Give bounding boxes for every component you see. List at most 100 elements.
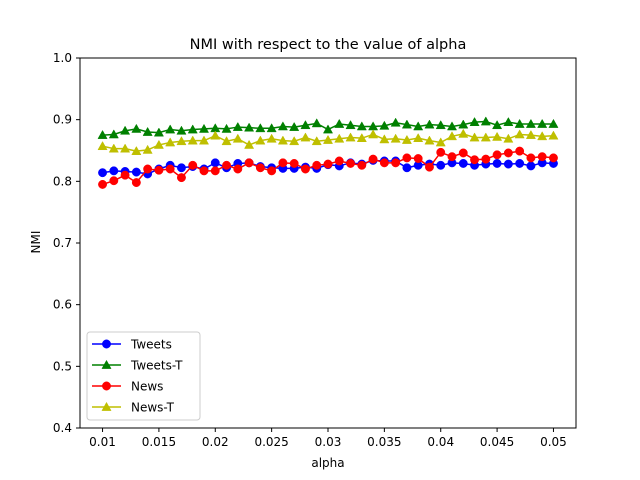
legend-box	[86, 331, 201, 421]
data-point-tweets-t	[458, 119, 469, 129]
data-point-tweets	[131, 167, 141, 177]
x-tick-label: 0.025	[254, 435, 288, 449]
y-tick-label: 0.6	[53, 298, 72, 312]
data-point-news	[492, 150, 502, 160]
data-point-news-t	[311, 136, 322, 146]
data-point-news-t	[131, 146, 142, 155]
data-point-news	[267, 166, 277, 176]
data-point-news-t	[368, 129, 379, 139]
data-point-tweets-t	[413, 121, 424, 131]
y-tick-label: 0.7	[53, 236, 72, 250]
data-point-tweets-t	[356, 121, 367, 131]
data-point-tweets-t	[120, 125, 131, 135]
data-point-tweets	[109, 166, 119, 176]
data-point-news-t	[492, 131, 503, 141]
data-point-news	[312, 160, 322, 170]
data-point-news-t	[322, 134, 334, 144]
x-tick-label: 0.035	[367, 435, 401, 449]
data-point-news-t	[198, 135, 210, 145]
data-point-news	[210, 166, 220, 176]
data-point-news-t	[435, 137, 446, 147]
data-point-news-t	[334, 133, 345, 143]
data-point-tweets-t	[537, 118, 548, 128]
legend-marker-news-t	[101, 401, 112, 411]
x-tick-label: 0.01	[89, 435, 116, 449]
data-point-tweets	[402, 163, 412, 173]
data-point-news	[143, 164, 153, 174]
legend-label-news: News	[131, 380, 163, 394]
data-point-news	[357, 160, 367, 170]
data-point-tweets-t	[379, 120, 390, 130]
y-tick-label: 0.9	[53, 113, 72, 127]
data-point-news	[255, 163, 265, 173]
data-point-tweets-t	[446, 121, 458, 131]
data-point-news	[537, 152, 547, 162]
data-point-news	[120, 170, 130, 180]
data-point-news-t	[480, 132, 491, 142]
data-point-news	[402, 153, 412, 163]
data-point-news	[425, 162, 434, 172]
legend-label-news-t: News-T	[131, 401, 175, 415]
data-point-tweets-t	[435, 120, 446, 130]
data-point-tweets-t	[390, 117, 401, 127]
data-point-tweets	[503, 159, 513, 169]
legend-marker-tweets	[102, 339, 111, 349]
data-point-news-t	[548, 130, 559, 140]
data-point-news-t	[210, 130, 221, 140]
x-tick-label: 0.02	[202, 435, 229, 449]
data-point-news-t	[525, 129, 536, 139]
data-point-news	[503, 148, 513, 158]
data-point-news-t	[390, 133, 401, 143]
data-point-news-t	[153, 139, 164, 149]
data-point-news	[549, 153, 558, 163]
data-point-tweets	[526, 161, 536, 171]
data-point-news	[188, 160, 198, 170]
data-point-tweets	[98, 168, 107, 178]
series-news-t	[97, 128, 559, 155]
y-tick-label: 1.0	[53, 51, 72, 65]
legend: Tweets Tweets-T News News-T	[86, 331, 201, 421]
data-point-news	[233, 164, 243, 174]
data-point-tweets-t	[289, 121, 300, 131]
x-tick-label: 0.05	[540, 435, 567, 449]
data-point-tweets-t	[221, 123, 232, 133]
plot-area: 0.01 0.015 0.02 0.025 0.03 0.035 0.04 0.045 0.05…	[53, 51, 577, 449]
data-point-tweets-t	[300, 120, 311, 130]
data-point-news-t	[187, 135, 198, 145]
data-point-news	[244, 158, 254, 168]
legend-label-tweets-t: Tweets-T	[130, 359, 183, 373]
data-point-news	[413, 154, 423, 163]
data-point-news-t	[232, 133, 243, 143]
data-point-news	[368, 154, 378, 164]
data-point-tweets-t	[232, 121, 243, 131]
data-point-news-t	[277, 135, 288, 145]
data-point-news	[222, 160, 231, 170]
data-point-news	[199, 166, 209, 176]
data-point-news-t	[255, 135, 266, 145]
data-point-tweets-t	[266, 123, 277, 133]
data-point-news	[334, 156, 344, 166]
data-point-news-t	[176, 136, 187, 146]
data-point-tweets-t	[424, 119, 435, 129]
data-point-news-t	[165, 137, 176, 147]
data-point-news-t	[266, 133, 277, 143]
data-point-news	[109, 176, 119, 186]
data-point-tweets-t	[108, 129, 119, 139]
data-point-news-t	[401, 134, 412, 144]
data-point-news	[177, 173, 186, 183]
data-point-tweets	[210, 158, 220, 168]
data-point-news-t	[537, 131, 548, 141]
x-tick-label: 0.04	[427, 435, 454, 449]
data-point-news-t	[458, 128, 469, 138]
data-point-news-t	[469, 132, 480, 142]
data-point-tweets-t	[142, 126, 153, 136]
data-point-tweets-t	[97, 129, 108, 139]
legend-label-tweets: Tweets	[130, 338, 172, 352]
data-point-tweets-t	[492, 120, 503, 130]
data-point-tweets-t	[345, 120, 356, 130]
data-point-tweets-t	[244, 122, 255, 132]
data-point-news	[379, 158, 389, 168]
data-point-news	[346, 159, 355, 168]
data-point-news	[515, 146, 525, 156]
